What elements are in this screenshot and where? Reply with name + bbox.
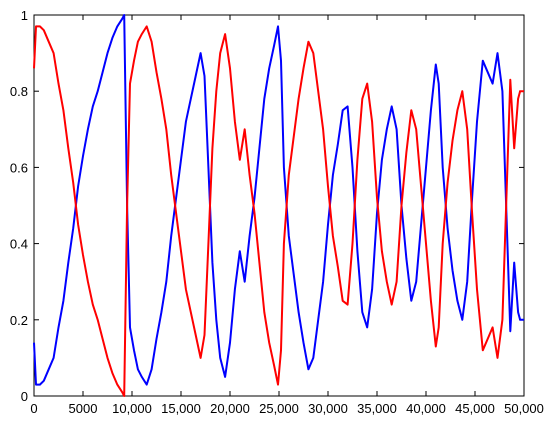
x-tick-label: 25,000 bbox=[259, 401, 299, 416]
red-series-line bbox=[33, 25, 524, 397]
x-tick-label: 15,000 bbox=[161, 401, 201, 416]
x-tick-label: 20,000 bbox=[210, 401, 250, 416]
x-axis: 0 5000 10,000 15,000 20,000 25,000 30,000 35,00… bbox=[30, 15, 544, 416]
y-tick-label: 0.2 bbox=[10, 313, 28, 328]
x-tick-label: 10,000 bbox=[112, 401, 152, 416]
x-tick-label: 50,000 bbox=[504, 401, 544, 416]
x-tick-label: 35,000 bbox=[357, 401, 397, 416]
y-tick-label: 0.6 bbox=[10, 160, 28, 175]
x-tick-label: 0 bbox=[30, 401, 37, 416]
y-tick-label: 0 bbox=[21, 389, 28, 404]
x-tick-label: 5000 bbox=[69, 401, 98, 416]
y-tick-label: 0.4 bbox=[10, 237, 28, 252]
x-tick-label: 30,000 bbox=[308, 401, 348, 416]
y-tick-label: 0.8 bbox=[10, 84, 28, 99]
blue-series-line bbox=[33, 14, 524, 386]
x-tick-label: 40,000 bbox=[406, 401, 446, 416]
y-tick-label: 1 bbox=[21, 8, 28, 23]
series-layer bbox=[33, 14, 524, 397]
x-tick-label: 45,000 bbox=[455, 401, 495, 416]
y-axis: 0 0.2 0.4 0.6 0.8 1 bbox=[10, 8, 524, 404]
plot-area bbox=[33, 14, 525, 397]
